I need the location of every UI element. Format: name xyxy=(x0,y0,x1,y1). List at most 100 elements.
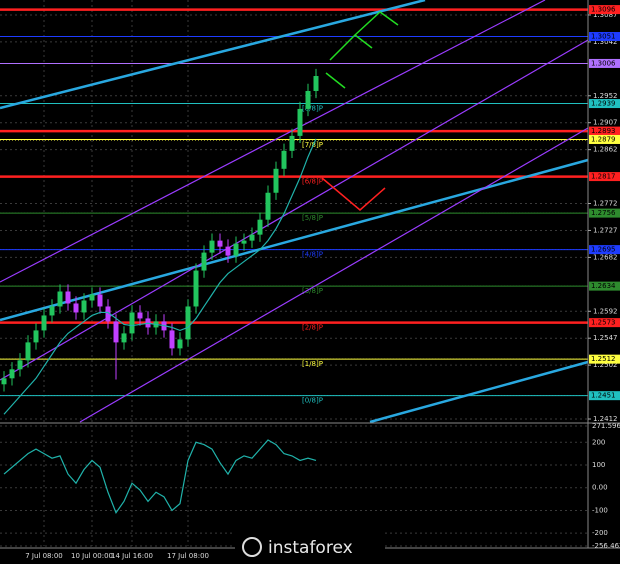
candle-body xyxy=(257,219,263,235)
level-label: [5/8]P xyxy=(302,214,323,222)
x-tick-label: 7 Jul 08:00 xyxy=(25,552,63,560)
cci-tick-label: 0.00 xyxy=(592,484,608,492)
price-tag-label: 1.2939 xyxy=(591,100,616,108)
price-tag xyxy=(589,318,620,328)
price-tag xyxy=(589,5,620,15)
y-tick-label: 1.2682 xyxy=(593,253,618,261)
price-tag-label: 1.3051 xyxy=(591,33,616,41)
price-tag xyxy=(589,281,620,291)
moving-average xyxy=(3,138,317,415)
price-tag xyxy=(589,99,620,109)
y-tick-label: 1.3087 xyxy=(593,11,618,19)
candle-body xyxy=(1,378,7,385)
candle-body xyxy=(57,291,63,307)
candle-body xyxy=(41,315,47,331)
arrow xyxy=(354,34,373,49)
level-label: [2/8]P xyxy=(302,324,323,332)
price-tag xyxy=(589,391,620,401)
level-layer: [8/8]P [7/8]P [6/8]P [5/8]P [4/8]P [3/8]P [2/8… xyxy=(0,8,588,405)
arrow xyxy=(321,177,386,211)
candle-body xyxy=(137,312,143,319)
price-tag xyxy=(589,126,620,136)
candle-layer xyxy=(1,68,319,514)
cci-tick-label: 200 xyxy=(592,438,605,446)
price-tag-label: 1.2817 xyxy=(591,173,616,181)
price-tag-label: 1.2634 xyxy=(591,282,616,290)
arrow xyxy=(379,11,399,26)
axis-layer: 1.30871.30421.29521.29071.28621.27721.27… xyxy=(25,5,620,560)
candle-body xyxy=(49,306,55,316)
channel-line xyxy=(79,127,589,423)
candle-body xyxy=(225,246,231,256)
channel-line xyxy=(0,0,546,283)
candle-body xyxy=(297,108,303,136)
candle-body xyxy=(81,300,87,313)
candle-body xyxy=(65,291,71,304)
level-label: [6/8]P xyxy=(302,178,323,186)
y-tick-label: 1.2952 xyxy=(593,92,618,100)
price-tag xyxy=(589,208,620,218)
trend-line xyxy=(0,0,426,110)
level-label: [0/8]P xyxy=(302,397,323,405)
candle-body xyxy=(209,240,215,253)
y-tick-label: 1.2502 xyxy=(593,361,618,369)
price-tag-label: 1.2756 xyxy=(591,209,616,217)
price-tag xyxy=(589,245,620,255)
candle-body xyxy=(289,135,295,151)
price-tag xyxy=(589,32,620,42)
candle-body xyxy=(97,294,103,307)
y-tick-label: 1.2547 xyxy=(593,334,618,342)
x-tick-label: 10 Jul 00:00 xyxy=(71,552,113,560)
price-tag-label: 1.2879 xyxy=(591,135,616,143)
cci-tick-label: 271.5969 xyxy=(592,422,620,430)
cci-tick-label: -100 xyxy=(592,506,608,514)
candle-body xyxy=(113,321,119,343)
channel-line xyxy=(0,39,589,381)
candle-body xyxy=(9,369,15,379)
price-tag-label: 1.2695 xyxy=(591,246,616,254)
candle-body xyxy=(33,330,39,343)
candle-body xyxy=(25,342,31,361)
y-tick-label: 1.2862 xyxy=(593,146,618,154)
level-label: [3/8]P xyxy=(302,287,323,295)
price-tag xyxy=(589,172,620,182)
x-tick-label: 17 Jul 08:00 xyxy=(167,552,209,560)
candle-body xyxy=(129,312,135,334)
watermark-logo xyxy=(242,537,262,557)
candle-body xyxy=(73,303,79,313)
y-tick-label: 1.3042 xyxy=(593,38,618,46)
price-tag xyxy=(589,134,620,144)
y-tick-label: 1.2907 xyxy=(593,119,618,127)
price-tag-label: 1.2451 xyxy=(591,392,616,400)
candle-body xyxy=(249,234,255,241)
candle-body xyxy=(193,270,199,307)
cci-tick-label: -200 xyxy=(592,529,608,537)
level-label: [1/8]P xyxy=(302,360,323,368)
cci-line xyxy=(3,439,317,514)
candle-body xyxy=(201,252,207,271)
price-tag-label: 1.3096 xyxy=(591,6,616,14)
candle-body xyxy=(273,168,279,193)
candle-body xyxy=(17,360,23,370)
candle-body xyxy=(169,330,175,349)
level-label: [8/8]P xyxy=(302,105,323,113)
forecast-arrows xyxy=(321,11,399,211)
x-tick-label: 14 Jul 16:00 xyxy=(111,552,153,560)
cci-tick-label: 100 xyxy=(592,461,605,469)
price-tag-label: 1.2893 xyxy=(591,127,616,135)
price-tag-label: 1.2512 xyxy=(591,355,616,363)
candle-body xyxy=(185,306,191,340)
candle-body xyxy=(305,90,311,109)
price-tag xyxy=(589,58,620,68)
trend-line xyxy=(369,360,589,424)
candle-body xyxy=(121,333,127,343)
trend-line xyxy=(0,158,589,322)
grid-layer xyxy=(0,0,588,547)
y-tick-label: 1.2592 xyxy=(593,307,618,315)
candle-body xyxy=(233,243,239,256)
candle-body xyxy=(217,240,223,247)
candle-body xyxy=(177,339,183,349)
cci-tick-label: -256.462 xyxy=(592,542,620,550)
